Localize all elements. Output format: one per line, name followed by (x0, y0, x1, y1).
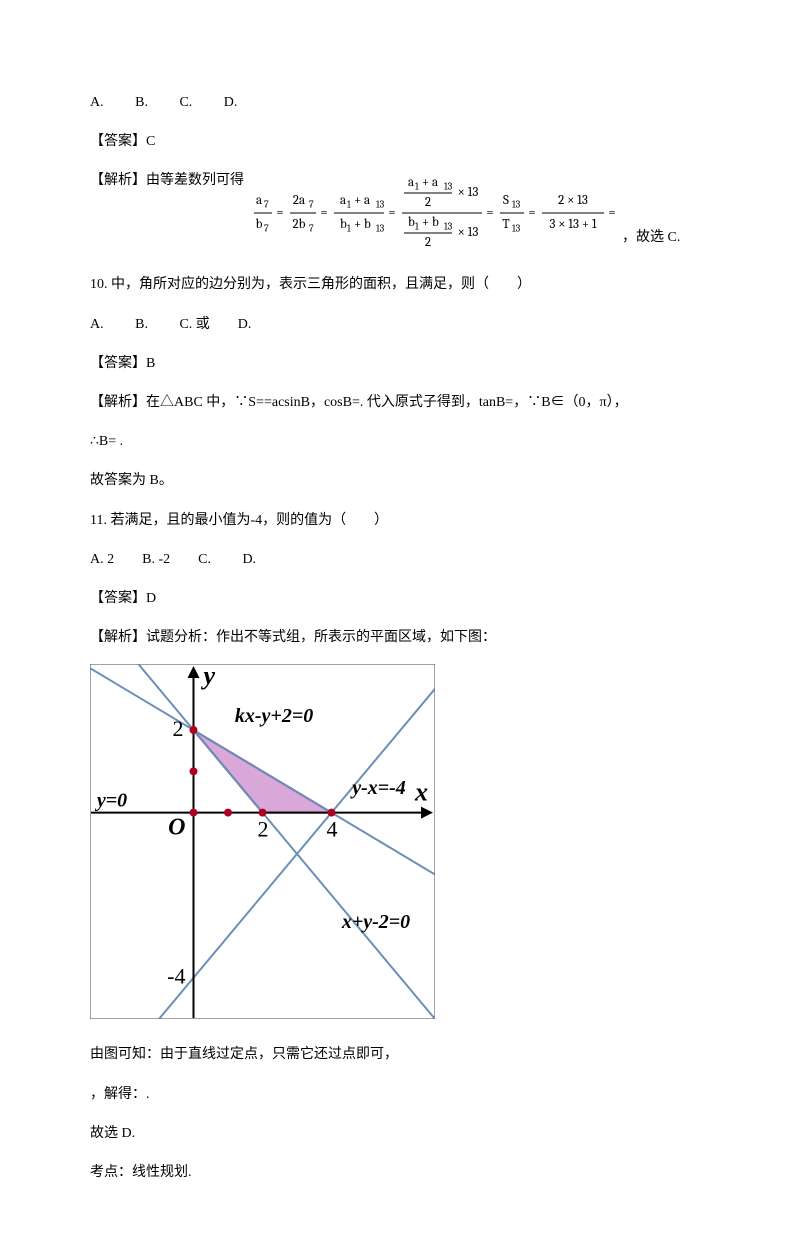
q11-explain-intro: 【解析】试题分析：作出不等式组，所表示的平面区域，如下图： (90, 625, 710, 650)
svg-text:y=0: y=0 (95, 790, 127, 812)
svg-text:a: a (340, 193, 346, 208)
svg-text:× 13: × 13 (458, 185, 479, 200)
svg-text:13: 13 (376, 199, 385, 211)
svg-text:y: y (201, 664, 216, 690)
q10-options: A. B. C. 或 D. (90, 312, 710, 337)
svg-text:S: S (503, 193, 509, 208)
svg-text:a: a (408, 175, 414, 190)
svg-text:+ b: + b (354, 217, 371, 232)
svg-text:13: 13 (444, 221, 453, 233)
svg-text:3 × 13 + 1: 3 × 13 + 1 (549, 217, 597, 232)
svg-text:2: 2 (258, 817, 269, 842)
q9-formula: a7b7=2a72b7=a1 + a13b1 + b13=a1 + a132× … (244, 168, 622, 258)
svg-text:b: b (408, 215, 415, 230)
svg-text:13: 13 (376, 223, 385, 235)
q10-explain-2: ∴B= . (90, 429, 710, 454)
q10-question: 10. 中，角所对应的边分别为，表示三角形的面积，且满足，则（ ） (90, 272, 710, 297)
svg-text:=: = (486, 205, 493, 220)
svg-text:13: 13 (512, 223, 521, 235)
svg-text:+ a: + a (354, 193, 370, 208)
q9-explain-suffix: ，故选 C. (622, 225, 680, 250)
q10-answer: 【答案】B (90, 351, 710, 376)
q11-graph: x y O 2 4 2 -4 y=0 kx-y+2=0 y-x=-4 x+y-2=0 (90, 664, 435, 1019)
svg-text:T: T (502, 217, 509, 232)
svg-text:7: 7 (309, 223, 314, 235)
svg-text:× 13: × 13 (458, 225, 479, 240)
svg-text:y-x=-4: y-x=-4 (350, 777, 406, 799)
svg-text:4: 4 (327, 817, 338, 842)
svg-text:=: = (608, 205, 615, 220)
svg-text:=: = (276, 205, 283, 220)
svg-text:7: 7 (264, 223, 269, 235)
q11-graph-container: x y O 2 4 2 -4 y=0 kx-y+2=0 y-x=-4 x+y-2=0 (90, 664, 710, 1028)
svg-text:kx-y+2=0: kx-y+2=0 (235, 705, 313, 727)
svg-text:1: 1 (415, 221, 419, 233)
q11-options: A. 2 B. -2 C. D. (90, 547, 710, 572)
svg-text:b: b (256, 217, 263, 232)
svg-text:2 × 13: 2 × 13 (558, 193, 588, 208)
q11-answer: 【答案】D (90, 586, 710, 611)
svg-text:2: 2 (425, 235, 431, 250)
svg-text:b: b (340, 217, 347, 232)
svg-text:=: = (320, 205, 327, 220)
svg-text:x+y-2=0: x+y-2=0 (341, 911, 410, 933)
svg-text:1: 1 (347, 223, 351, 235)
q10-explain-1: 【解析】在△ABC 中，∵S==acsinB，cosB=. 代入原式子得到，ta… (90, 390, 710, 415)
q11-explain-1: 由图可知：由于直线过定点，只需它还过点即可， (90, 1042, 710, 1067)
svg-text:O: O (168, 815, 185, 841)
svg-text:7: 7 (264, 199, 269, 211)
svg-text:=: = (388, 205, 395, 220)
q11-question: 11. 若满足，且的最小值为-4，则的值为（ ） (90, 508, 710, 533)
q9-answer: 【答案】C (90, 129, 710, 154)
svg-text:13: 13 (512, 199, 521, 211)
q10-explain-3: 故答案为 B。 (90, 468, 710, 493)
svg-text:1: 1 (347, 199, 351, 211)
q11-explain-3: 故选 D. (90, 1121, 710, 1146)
svg-text:13: 13 (444, 181, 453, 193)
svg-text:=: = (528, 205, 535, 220)
q9-options: A. B. C. D. (90, 90, 710, 115)
q9-explain-block: 【解析】由等差数列可得 a7b7=2a72b7=a1 + a13b1 + b13… (90, 168, 710, 258)
svg-text:+ b: + b (422, 215, 439, 230)
q9-explain-prefix: 【解析】由等差数列可得 (90, 168, 244, 193)
svg-text:1: 1 (415, 181, 419, 193)
q11-explain-4: 考点：线性规划. (90, 1160, 710, 1185)
svg-text:7: 7 (309, 199, 314, 211)
svg-text:2: 2 (173, 716, 184, 741)
q11-explain-2: ，解得：. (90, 1082, 710, 1107)
svg-text:a: a (256, 193, 262, 208)
svg-text:+ a: + a (422, 175, 438, 190)
svg-text:2a: 2a (293, 193, 305, 208)
svg-text:-4: -4 (167, 964, 185, 989)
svg-text:2b: 2b (293, 217, 306, 232)
svg-text:x: x (414, 778, 428, 807)
svg-text:2: 2 (425, 195, 431, 210)
